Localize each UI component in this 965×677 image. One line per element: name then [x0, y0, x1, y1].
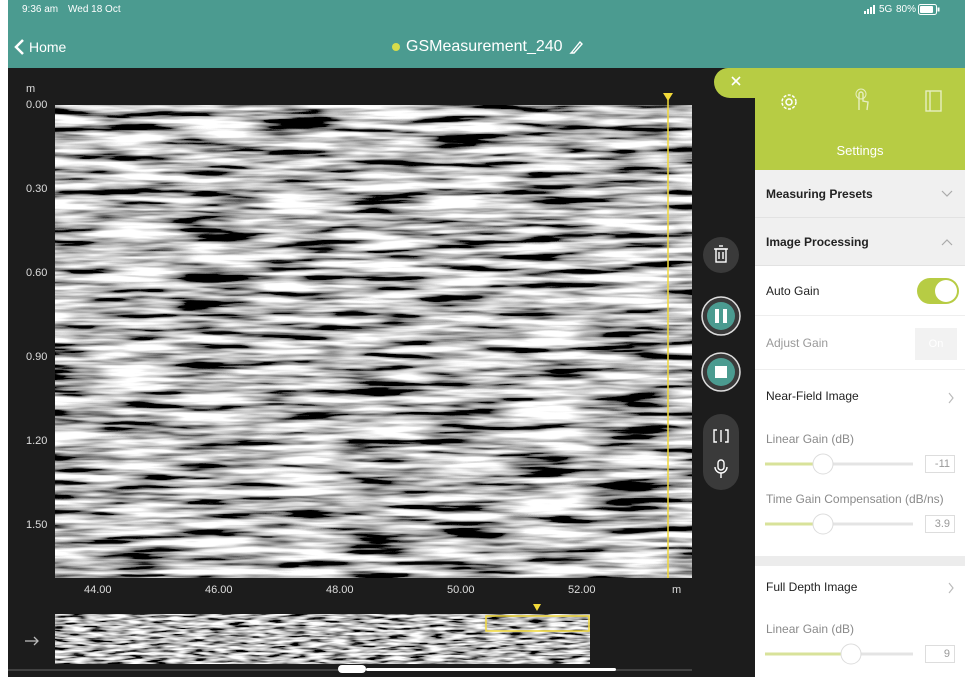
- home-indicator: [366, 668, 616, 671]
- chevron-right: [947, 582, 955, 594]
- auto-gain-row: Auto Gain: [755, 266, 965, 316]
- settings-tab-icon[interactable]: [779, 92, 799, 112]
- image-processing-row[interactable]: Image Processing: [755, 218, 965, 266]
- row-label: Near-Field Image: [766, 389, 859, 403]
- status-dot: [390, 39, 406, 55]
- depth-label: 1.50: [26, 519, 47, 531]
- depth-unit: m: [26, 83, 35, 95]
- status-network: 5G: [879, 4, 892, 15]
- adjust-gain-row: Adjust Gain On: [755, 316, 965, 370]
- slider-label: Linear Gain (dB): [766, 622, 854, 636]
- status-time: 9:36 am: [22, 4, 58, 15]
- row-label: Measuring Presets: [766, 187, 873, 201]
- slider-value: 3.9: [925, 515, 955, 533]
- back-chevron: [14, 38, 26, 56]
- slider-value: -11: [925, 455, 955, 473]
- distance-label: 52.00: [568, 584, 596, 596]
- depth-label: 0.90: [26, 351, 47, 363]
- depth-label: 0.60: [26, 267, 47, 279]
- settings-header: Settings: [755, 68, 965, 170]
- status-battery: 80%: [896, 4, 916, 15]
- measurement-title: GSMeasurement_240: [406, 38, 563, 56]
- app: 9:36 am Wed 18 Oct 5G 80% Home GSMeasure…: [8, 0, 965, 677]
- depth-label: 0.30: [26, 183, 47, 195]
- delete-button[interactable]: [703, 237, 739, 273]
- row-label: Image Processing: [766, 235, 869, 249]
- signal-icon: [864, 5, 878, 14]
- distance-label: 48.00: [326, 584, 354, 596]
- distance-label: 44.00: [84, 584, 112, 596]
- full-linear-gain-slider[interactable]: [765, 642, 915, 666]
- row-label: Full Depth Image: [766, 580, 857, 594]
- scrubber-handle[interactable]: [338, 665, 366, 673]
- distance-unit: m: [672, 584, 681, 596]
- measuring-presets-row[interactable]: Measuring Presets: [755, 170, 965, 218]
- overview-image: [55, 614, 590, 664]
- depth-label: 1.20: [26, 435, 47, 447]
- pause-fill: [707, 302, 735, 330]
- tool-pill: [703, 414, 739, 490]
- status-date: Wed 18 Oct: [68, 4, 121, 15]
- settings-title: Settings: [755, 143, 965, 158]
- auto-gain-toggle[interactable]: [917, 278, 959, 304]
- tgc-slider[interactable]: [765, 512, 915, 536]
- settings-panel: Settings Measuring Presets Image Process…: [755, 68, 965, 677]
- page: 9:36 am Wed 18 Oct 5G 80% Home GSMeasure…: [0, 0, 965, 677]
- notes-tab-icon[interactable]: [925, 90, 943, 112]
- near-field-row[interactable]: Near-Field Image: [755, 370, 965, 422]
- chevron-right: [947, 392, 955, 404]
- distance-label: 50.00: [447, 584, 475, 596]
- pause-bar: [723, 309, 727, 323]
- radar-view: [8, 68, 755, 677]
- slider-value: 9: [925, 645, 955, 663]
- adjust-gain-button[interactable]: On: [915, 328, 957, 360]
- row-label: Auto Gain: [766, 284, 819, 298]
- title-group: GSMeasurement_240: [390, 38, 586, 56]
- overview-arrow[interactable]: [25, 637, 38, 645]
- edit-icon[interactable]: [568, 39, 586, 55]
- cursor-marker[interactable]: [663, 93, 673, 101]
- top-bar: 9:36 am Wed 18 Oct 5G 80% Home GSMeasure…: [8, 0, 965, 68]
- back-button[interactable]: Home: [14, 38, 66, 56]
- overview-marker: [533, 604, 541, 611]
- chevron-down: [941, 190, 953, 198]
- depth-label: 0.00: [26, 99, 47, 111]
- touch-tab-icon[interactable]: [851, 88, 871, 114]
- full-depth-row[interactable]: Full Depth Image: [755, 566, 965, 608]
- separator: [755, 556, 965, 566]
- back-label: Home: [29, 39, 66, 55]
- stop-icon: [715, 366, 727, 378]
- battery-icon: [918, 4, 940, 15]
- radargram-image: [55, 105, 692, 578]
- pause-bar: [715, 309, 719, 323]
- linear-gain-slider[interactable]: [765, 452, 915, 476]
- row-label: Adjust Gain: [766, 336, 828, 350]
- distance-label: 46.00: [205, 584, 233, 596]
- slider-label: Time Gain Compensation (dB/ns): [766, 492, 944, 506]
- chevron-up: [941, 238, 953, 246]
- slider-label: Linear Gain (dB): [766, 432, 854, 446]
